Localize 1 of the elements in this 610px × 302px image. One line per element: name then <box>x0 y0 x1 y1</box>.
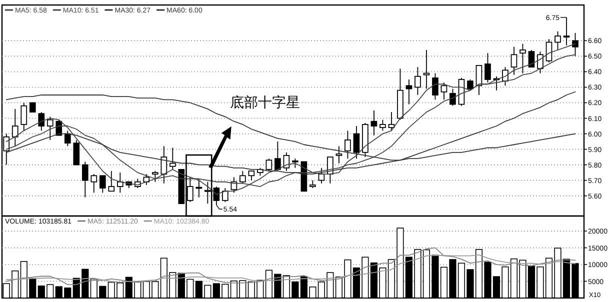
annotation: 底部十字星 <box>230 95 300 111</box>
